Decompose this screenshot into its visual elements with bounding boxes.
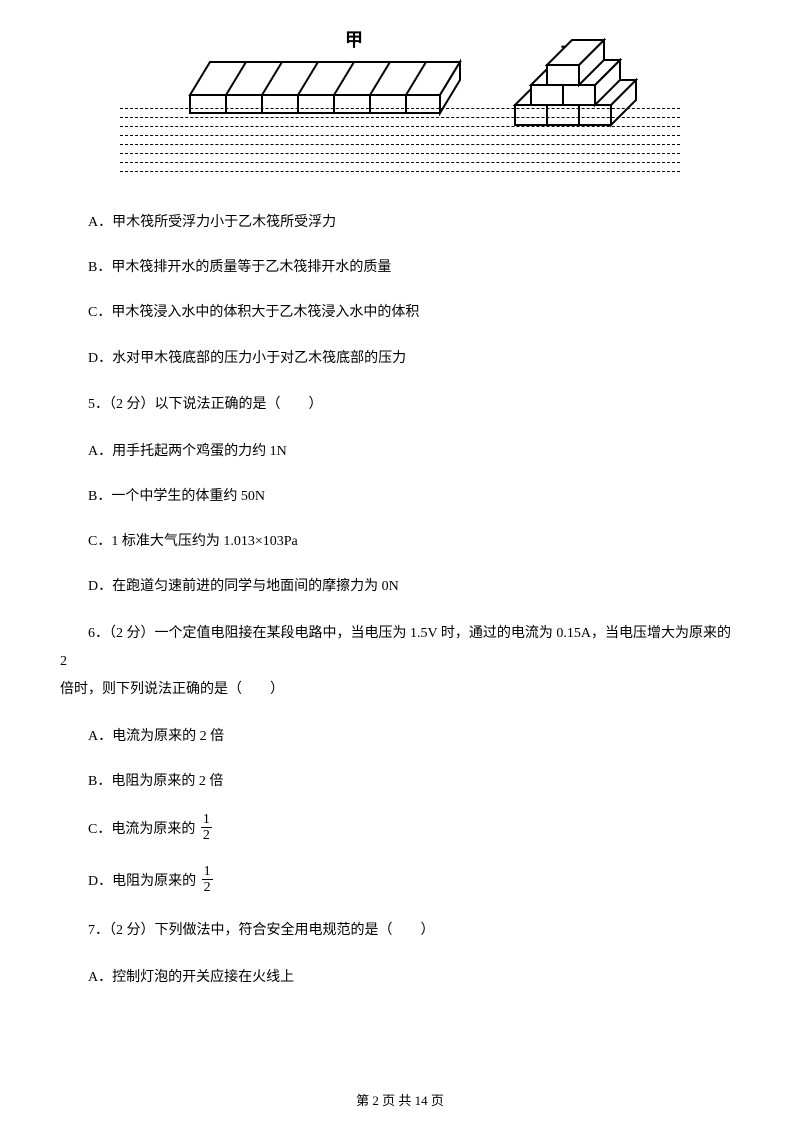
q5-option-d: D．在跑道匀速前进的同学与地面间的摩擦力为 0N — [88, 574, 740, 599]
q6-option-d: D．电阻为原来的 1 2 — [88, 866, 740, 898]
water-lines — [120, 100, 680, 172]
frac-num: 1 — [202, 864, 213, 880]
q4-option-d: D．水对甲木筏底部的压力小于对乙木筏底部的压力 — [88, 346, 740, 371]
footer-total: 14 — [415, 1093, 428, 1108]
q6-stem: 6．（2 分）一个定值电阻接在某段电路中，当电压为 1.5V 时，通过的电流为 … — [60, 620, 740, 704]
frac-den: 2 — [201, 828, 212, 843]
fraction-half-c: 1 2 — [201, 812, 212, 844]
q6-option-b: B．电阻为原来的 2 倍 — [88, 769, 740, 794]
q4-option-b: B．甲木筏排开水的质量等于乙木筏排开水的质量 — [88, 255, 740, 280]
q6-option-c: C．电流为原来的 1 2 — [88, 814, 740, 846]
q5-option-b: B．一个中学生的体重约 50N — [88, 484, 740, 509]
q5-option-c: C．1 标准大气压约为 1.013×103Pa — [88, 529, 740, 554]
q4-option-c: C．甲木筏浸入水中的体积大于乙木筏浸入水中的体积 — [88, 300, 740, 325]
q6-stem-line2: 倍时，则下列说法正确的是（ ） — [60, 682, 284, 697]
q6-option-d-prefix: D．电阻为原来的 — [88, 874, 196, 889]
frac-den: 2 — [202, 880, 213, 895]
q6-option-a: A．电流为原来的 2 倍 — [88, 724, 740, 749]
q5-stem: 5．（2 分）以下说法正确的是（ ） — [88, 391, 740, 419]
page-footer: 第 2 页 共 14 页 — [0, 1089, 800, 1112]
q6-option-c-prefix: C．电流为原来的 — [88, 822, 195, 837]
q7-option-a: A．控制灯泡的开关应接在火线上 — [88, 965, 740, 990]
q6-stem-line1: 6．（2 分）一个定值电阻接在某段电路中，当电压为 1.5V 时，通过的电流为 … — [60, 626, 731, 669]
frac-num: 1 — [201, 812, 212, 828]
q7-stem: 7．（2 分）下列做法中，符合安全用电规范的是（ ） — [88, 917, 740, 945]
q4-option-a: A．甲木筏所受浮力小于乙木筏所受浮力 — [88, 210, 740, 235]
q5-option-a: A．用手托起两个鸡蛋的力约 1N — [88, 439, 740, 464]
raft-figure: 甲 乙 — [120, 20, 680, 190]
fraction-half-d: 1 2 — [202, 864, 213, 896]
footer-suffix: 页 — [428, 1093, 444, 1108]
footer-prefix: 第 — [356, 1093, 372, 1108]
footer-mid: 页 共 — [379, 1093, 415, 1108]
